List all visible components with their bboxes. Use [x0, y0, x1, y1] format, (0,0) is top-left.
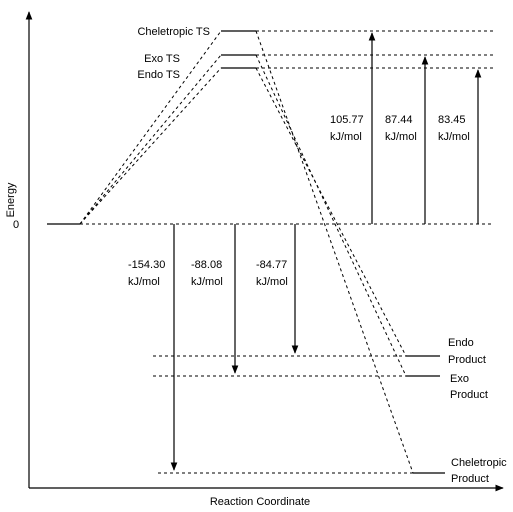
cheletropic-product-label: Cheletropic	[451, 457, 507, 469]
cheletropic-product-value: -154.30	[128, 259, 165, 271]
cheletropic-ts-label: Cheletropic TS	[137, 26, 210, 38]
path-endo-ts-product	[255, 67, 407, 357]
exo-ts-label: Exo TS	[144, 53, 180, 65]
path-cheletropic-ts-product	[255, 30, 414, 474]
exo-product-value: -88.08	[191, 259, 222, 271]
cheletropic-ts-unit: kJ/mol	[330, 131, 362, 143]
path-reactant-exo-ts	[79, 54, 222, 225]
path-exo-ts-product	[255, 54, 407, 377]
endo-ts-label: Endo TS	[137, 69, 180, 81]
exo-product-label: Exo	[450, 373, 469, 385]
exo-ts-unit: kJ/mol	[385, 131, 417, 143]
cheletropic-ts-value: 105.77	[330, 114, 364, 126]
cheletropic-product-unit: kJ/mol	[128, 276, 160, 288]
exo-product-label-2: Product	[450, 389, 488, 401]
endo-ts-value: 83.45	[438, 114, 466, 126]
path-reactant-endo-ts	[79, 67, 222, 225]
endo-ts-unit: kJ/mol	[438, 131, 470, 143]
cheletropic-product-label-2: Product	[451, 473, 489, 485]
endo-product-label: Endo	[448, 337, 474, 349]
exo-product-unit: kJ/mol	[191, 276, 223, 288]
endo-product-unit: kJ/mol	[256, 276, 288, 288]
zero-label: 0	[13, 219, 19, 231]
y-axis-label: Energy	[5, 182, 17, 217]
x-axis-label: Reaction Coordinate	[210, 496, 310, 508]
exo-ts-value: 87.44	[385, 114, 413, 126]
endo-product-label-2: Product	[448, 354, 486, 366]
endo-product-value: -84.77	[256, 259, 287, 271]
path-reactant-cheletropic-ts	[79, 30, 222, 225]
